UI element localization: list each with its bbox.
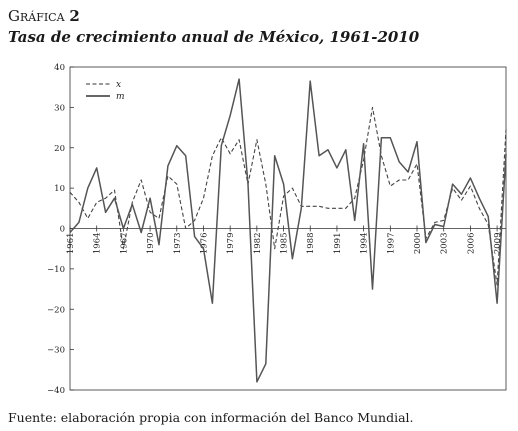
x-tick-label: 1991 (333, 233, 343, 255)
x-tick-label: 1973 (173, 233, 183, 255)
y-tick-label: −30 (47, 346, 65, 356)
y-tick-label: −20 (47, 305, 65, 315)
x-tick-label: 1976 (199, 233, 209, 255)
x-tick-label: 1985 (280, 233, 290, 255)
y-tick-label: −10 (47, 265, 65, 275)
y-tick-label: 40 (54, 63, 65, 73)
y-tick-label: 10 (54, 184, 65, 194)
y-tick-label: −40 (47, 386, 65, 396)
figure-label-word: Gráfica (8, 7, 65, 25)
chart-title: Tasa de crecimiento anual de México, 196… (8, 28, 420, 46)
series-line-m (69, 78, 507, 383)
x-tick-label: 1997 (386, 233, 396, 255)
figure-label-number: 2 (69, 7, 80, 25)
x-tick-label: 1979 (226, 233, 236, 255)
legend-label-x: x (116, 80, 121, 90)
y-tick-label: 20 (54, 144, 65, 154)
legend: xm (86, 80, 125, 102)
legend-label-m: m (116, 92, 125, 102)
x-tick-label: 1964 (93, 233, 103, 255)
figure-label: Gráfica 2 (8, 7, 80, 25)
x-tick-label: 1982 (253, 233, 263, 255)
x-tick-label: 2000 (413, 233, 423, 255)
plot-frame (69, 66, 507, 391)
x-tick-label: 2006 (466, 233, 476, 255)
y-tick-label: 0 (60, 225, 65, 235)
series-layer (69, 78, 507, 383)
x-tick-label: 1961 (66, 233, 76, 255)
x-tick-label: 1970 (146, 233, 156, 255)
series-line-x (69, 106, 507, 286)
x-tick-label: 1994 (360, 233, 370, 255)
x-tick-label: 2003 (440, 233, 450, 255)
source-note: Fuente: elaboración propia con informaci… (8, 410, 414, 425)
x-tick-label: 1988 (306, 233, 316, 255)
y-tick-label: 30 (54, 103, 65, 113)
x-tick-label: 2009 (493, 233, 503, 255)
